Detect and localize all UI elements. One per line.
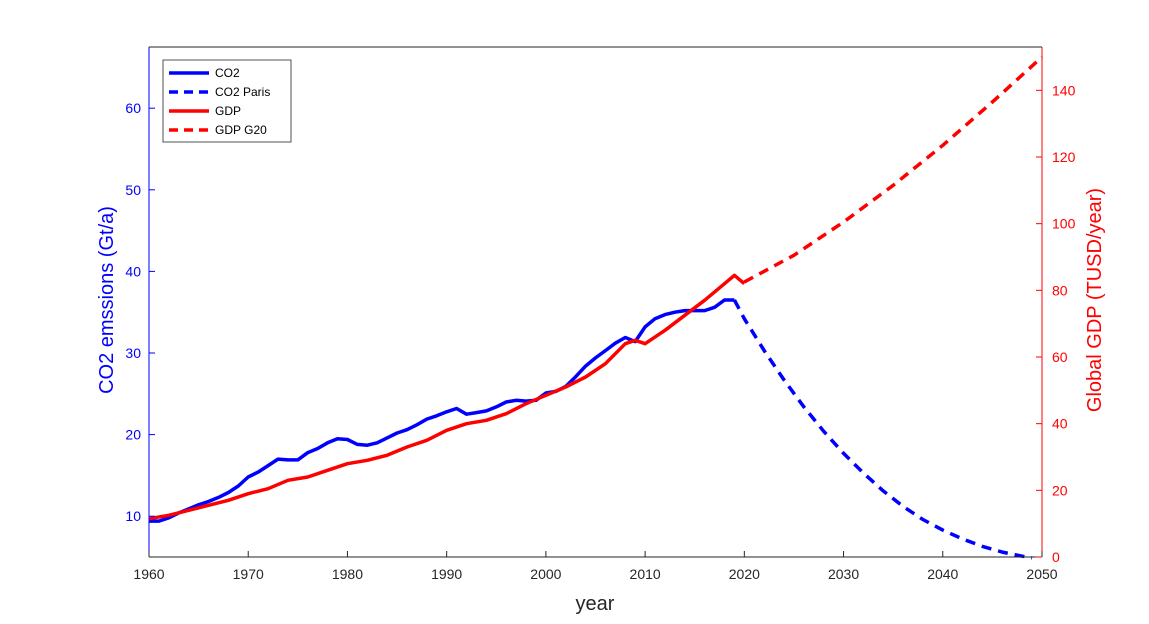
right-y-axis-label: Global GDP (TUSD/year) xyxy=(1084,188,1106,412)
legend-label-gdp: GDP xyxy=(215,104,241,118)
right-y-tick-label: 20 xyxy=(1052,482,1068,498)
right-y-tick-label: 60 xyxy=(1052,349,1068,365)
series-line-gdp xyxy=(148,273,746,521)
x-tick-label: 2020 xyxy=(729,566,760,582)
left-y-tick-label: 10 xyxy=(125,508,141,524)
x-tick-label: 2000 xyxy=(530,566,561,582)
series-layer xyxy=(148,55,1044,560)
right-y-tick-label: 140 xyxy=(1052,82,1076,98)
right-y-tick-label: 40 xyxy=(1052,416,1068,432)
x-tick-label: 1970 xyxy=(233,566,264,582)
left-y-tick-label: 40 xyxy=(125,263,141,279)
x-axis-label: year xyxy=(576,593,615,615)
plot-area xyxy=(149,47,1042,557)
left-y-tick-label: 50 xyxy=(125,182,141,198)
left-y-tick-label: 60 xyxy=(125,100,141,116)
legend-label-co2-paris: CO2 Paris xyxy=(215,85,270,99)
x-tick-label: 2040 xyxy=(927,566,958,582)
legend: CO2 CO2 Paris GDP GDP G20 xyxy=(162,59,292,143)
x-tick-label: 2030 xyxy=(828,566,859,582)
x-tick-label: 1980 xyxy=(332,566,363,582)
right-y-tick-label: 100 xyxy=(1052,216,1076,232)
series-line-gdp-g20 xyxy=(743,55,1044,284)
legend-label-co2: CO2 xyxy=(215,66,240,80)
legend-label-gdp-g20: GDP G20 xyxy=(215,123,267,137)
x-tick-label: 2050 xyxy=(1026,566,1057,582)
x-tick-label: 1960 xyxy=(133,566,164,582)
x-tick-label: 1990 xyxy=(431,566,462,582)
right-y-tick-label: 80 xyxy=(1052,282,1068,298)
left-y-tick-label: 30 xyxy=(125,345,141,361)
right-y-tick-label: 120 xyxy=(1052,149,1076,165)
right-y-tick-label: 0 xyxy=(1052,549,1060,565)
left-y-axis-label: CO2 emssions (Gt/a) xyxy=(96,206,118,394)
left-y-tick-label: 20 xyxy=(125,427,141,443)
series-line-co2-paris xyxy=(732,299,1033,560)
x-tick-label: 2010 xyxy=(630,566,661,582)
ticks-layer: 1960 1970 1980 1990 2000 2010 2020 2030 2040 2050… xyxy=(125,82,1075,582)
